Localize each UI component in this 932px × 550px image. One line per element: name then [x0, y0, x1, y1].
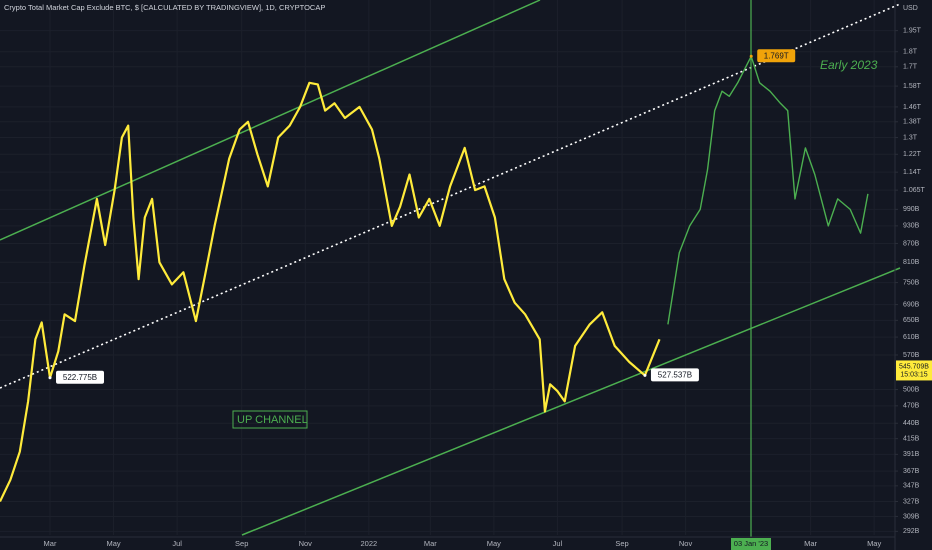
- x-tick-label: Jul: [172, 539, 182, 548]
- price-line: [0, 81, 661, 502]
- y-tick-label: 1.8T: [903, 49, 918, 56]
- annotation-box: [650, 368, 699, 382]
- x-tick-label: May: [487, 539, 501, 548]
- y-tick-label: 1.7T: [903, 64, 918, 71]
- x-tick-label: 2022: [360, 539, 377, 548]
- x-tick-label: Sep: [235, 539, 248, 548]
- y-tick-label: 1.58T: [903, 83, 922, 90]
- x-tick-label: Sep: [615, 539, 628, 548]
- y-tick-label: 990B: [903, 206, 920, 213]
- annotation-point: [48, 376, 52, 380]
- x-tick-label: May: [106, 539, 120, 548]
- price-line: [667, 55, 869, 325]
- annotation-point: [749, 54, 753, 58]
- y-tick-label: 1.14T: [903, 169, 922, 176]
- countdown: 15:03:15: [900, 371, 927, 378]
- grid: [0, 0, 895, 535]
- annotation-label: 1.769T: [764, 51, 789, 60]
- x-tick-label: Nov: [679, 539, 693, 548]
- y-tick-label: 347B: [903, 483, 920, 490]
- y-tick-label: 650B: [903, 317, 920, 324]
- y-tick-label: 930B: [903, 223, 920, 230]
- y-tick-label: 810B: [903, 259, 920, 266]
- x-tick-label: Mar: [44, 539, 57, 548]
- y-tick-label: 470B: [903, 403, 920, 410]
- y-tick-label: 1.95T: [903, 27, 922, 34]
- annotation-box: [757, 49, 796, 63]
- annotation-label: 527.537B: [658, 370, 692, 379]
- x-tick-label: Nov: [299, 539, 313, 548]
- y-tick-label: 690B: [903, 301, 920, 308]
- crosshair-box: [731, 538, 771, 550]
- x-tick-label: Mar: [424, 539, 437, 548]
- y-tick-label: 440B: [903, 420, 920, 427]
- channel-lower: [241, 267, 901, 536]
- x-tick-label: Mar: [804, 539, 817, 548]
- chart-title: Crypto Total Market Cap Exclude BTC, $ […: [4, 3, 325, 12]
- annotation-point: [643, 373, 647, 377]
- y-tick-label: 367B: [903, 468, 920, 475]
- note: UP CHANNEL: [237, 414, 308, 426]
- y-tick-label: 870B: [903, 240, 920, 247]
- annotation-label: 522.775B: [63, 373, 97, 382]
- channel-mid: [0, 3, 901, 389]
- y-tick-label: 1.065T: [903, 187, 926, 194]
- annotation-box: [56, 370, 105, 384]
- y-tick-label: 500B: [903, 386, 920, 393]
- price-box: [896, 360, 932, 381]
- y-tick-label: 570B: [903, 352, 920, 359]
- x-tick-label: Jul: [553, 539, 563, 548]
- y-tick-label: 1.22T: [903, 151, 922, 158]
- y-tick-label: 391B: [903, 451, 920, 458]
- y-tick-label: 750B: [903, 279, 920, 286]
- y-tick-label: 327B: [903, 498, 920, 505]
- y-tick-label: 610B: [903, 334, 920, 341]
- y-tick-label: 1.38T: [903, 119, 922, 126]
- y-tick-label: 415B: [903, 436, 920, 443]
- crosshair-label: 03 Jan '23: [734, 539, 768, 548]
- y-axis-label: USD: [903, 5, 918, 12]
- channel-upper: [0, 0, 541, 241]
- plot: 522.775B 527.537B 1.769T: [0, 49, 869, 502]
- y-tick-label: 1.3T: [903, 134, 918, 141]
- note-box: [232, 410, 308, 429]
- y-tick-label: 309B: [903, 513, 920, 520]
- x-tick-label: May: [867, 539, 881, 548]
- note: Early 2023: [820, 58, 878, 72]
- y-tick-label: 292B: [903, 528, 920, 535]
- price-label: 545.709B: [899, 363, 929, 370]
- y-tick-label: 1.46T: [903, 104, 922, 111]
